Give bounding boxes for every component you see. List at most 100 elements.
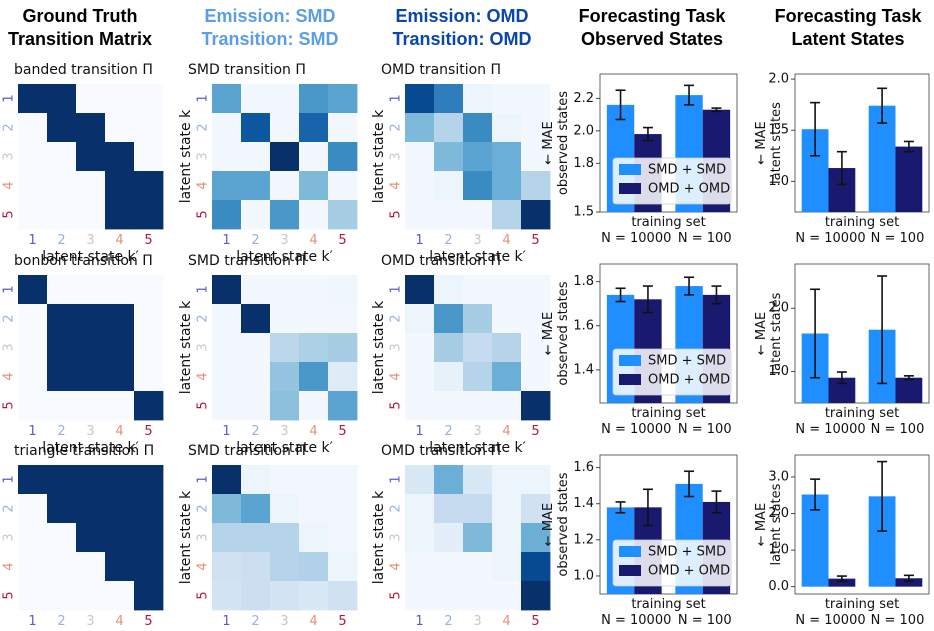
heatmap-ytick: 2 (196, 123, 211, 131)
heatmap-cell (18, 552, 48, 582)
heatmap-cell (212, 523, 242, 553)
heatmap-cell (270, 304, 300, 334)
heatmap-cell (76, 494, 106, 524)
heatmap-cell (463, 362, 493, 392)
heatmap-ytick: 3 (2, 152, 17, 160)
bar-ylabel: observed states (556, 91, 571, 195)
heatmap-ylabel: latent state k (178, 109, 194, 203)
heatmap-ytick: 1 (196, 285, 211, 293)
heatmap-cell (299, 200, 329, 230)
heatmap-cell (521, 523, 551, 553)
heatmap-cell (270, 142, 300, 172)
heatmap-xtick: 1 (222, 424, 230, 439)
heatmap-ytick: 3 (196, 343, 211, 351)
legend-label: SMD + SMD (648, 545, 726, 560)
heatmap-title: bonbon transition Π (14, 253, 153, 269)
heatmap-cell (492, 200, 522, 230)
heatmap-ytick: 4 (2, 181, 17, 189)
bar-category-label: N = 100 (678, 231, 732, 246)
heatmap-cell (76, 552, 106, 582)
heatmap-cell (434, 142, 464, 172)
heatmap-cell (18, 494, 48, 524)
heatmap-cell (212, 171, 242, 201)
heatmap-cell (521, 333, 551, 363)
header-forecast-latent-line1: Forecasting Task (775, 6, 923, 26)
heatmap-cell (492, 333, 522, 363)
heatmap-cell (521, 171, 551, 201)
heatmap-xlabel: latent state k′ (42, 440, 139, 456)
heatmap-cell (241, 142, 271, 172)
heatmap-cell (492, 113, 522, 143)
heatmap-cell (328, 465, 358, 495)
header-smd-line2: Transition: SMD (201, 29, 338, 49)
heatmap-cell (434, 523, 464, 553)
heatmap-cell (405, 333, 435, 363)
heatmap-cell (76, 391, 106, 421)
heatmap-cell (76, 362, 106, 392)
heatmap-ytick: 2 (196, 504, 211, 512)
heatmap-cell (299, 391, 329, 421)
heatmap-cell (463, 552, 493, 582)
heatmap-xtick: 4 (502, 424, 510, 439)
heatmap-xtick: 3 (86, 614, 94, 629)
heatmap-ytick: 4 (196, 372, 211, 380)
heatmap-cell (105, 200, 135, 230)
heatmap-cell (105, 494, 135, 524)
heatmap-cell (328, 142, 358, 172)
bar-omd (828, 578, 856, 587)
heatmap-cell (521, 465, 551, 495)
heatmap-cell (328, 362, 358, 392)
heatmap-cell (405, 200, 435, 230)
heatmap-cell (463, 494, 493, 524)
bar-ylabel: ← MAE (541, 503, 556, 546)
heatmap-ytick: 3 (196, 533, 211, 541)
heatmap-cell (405, 494, 435, 524)
heatmap-ytick: 4 (389, 372, 404, 380)
heatmap-xtick: 1 (415, 424, 423, 439)
heatmap-cell (434, 391, 464, 421)
heatmap-cell (299, 333, 329, 363)
header-forecast-observed-line1: Forecasting Task (579, 6, 727, 26)
heatmap-ytick: 1 (2, 94, 17, 102)
heatmap-ytick: 3 (389, 152, 404, 160)
bar-xlabel: training set (631, 597, 705, 612)
bar-ylabel: latent states (769, 483, 784, 565)
bar-omd (895, 377, 923, 403)
heatmap-cell (241, 275, 271, 305)
heatmap-cell (212, 494, 242, 524)
heatmap-cell (134, 142, 164, 172)
heatmap-cell (241, 200, 271, 230)
legend-swatch (619, 565, 641, 576)
heatmap-ytick: 2 (2, 123, 17, 131)
heatmap-xtick: 5 (531, 614, 539, 629)
heatmap-cell (521, 275, 551, 305)
heatmap-cell (18, 581, 48, 611)
heatmap-cell (405, 171, 435, 201)
heatmap-ylabel: latent state k (371, 300, 387, 394)
heatmap-xtick: 4 (502, 614, 510, 629)
heatmap-xtick: 1 (222, 233, 230, 248)
heatmap-title: OMD transition Π (381, 443, 501, 459)
heatmap-cell (463, 171, 493, 201)
bar-ytick-label: 2.0 (768, 72, 789, 87)
heatmap-cell (434, 494, 464, 524)
header-forecast-observed-line2: Observed States (581, 29, 723, 49)
heatmap-cell (405, 304, 435, 334)
heatmap-cell (270, 465, 300, 495)
bar-xlabel: training set (825, 215, 899, 230)
heatmap-cell (328, 523, 358, 553)
heatmap-xlabel: latent state k′ (429, 249, 526, 265)
bar-ytick-label: 1.8 (573, 274, 594, 289)
heatmap-xtick: 1 (222, 614, 230, 629)
heatmap-cell (105, 391, 135, 421)
heatmap-cell (18, 275, 48, 305)
heatmap-cell (212, 113, 242, 143)
heatmap-cell (405, 113, 435, 143)
heatmap-ytick: 5 (2, 591, 17, 599)
heatmap-xtick: 2 (251, 424, 259, 439)
bar-ylabel: ← MAE (754, 503, 769, 546)
heatmap-cell (76, 333, 106, 363)
heatmap-cell (212, 142, 242, 172)
